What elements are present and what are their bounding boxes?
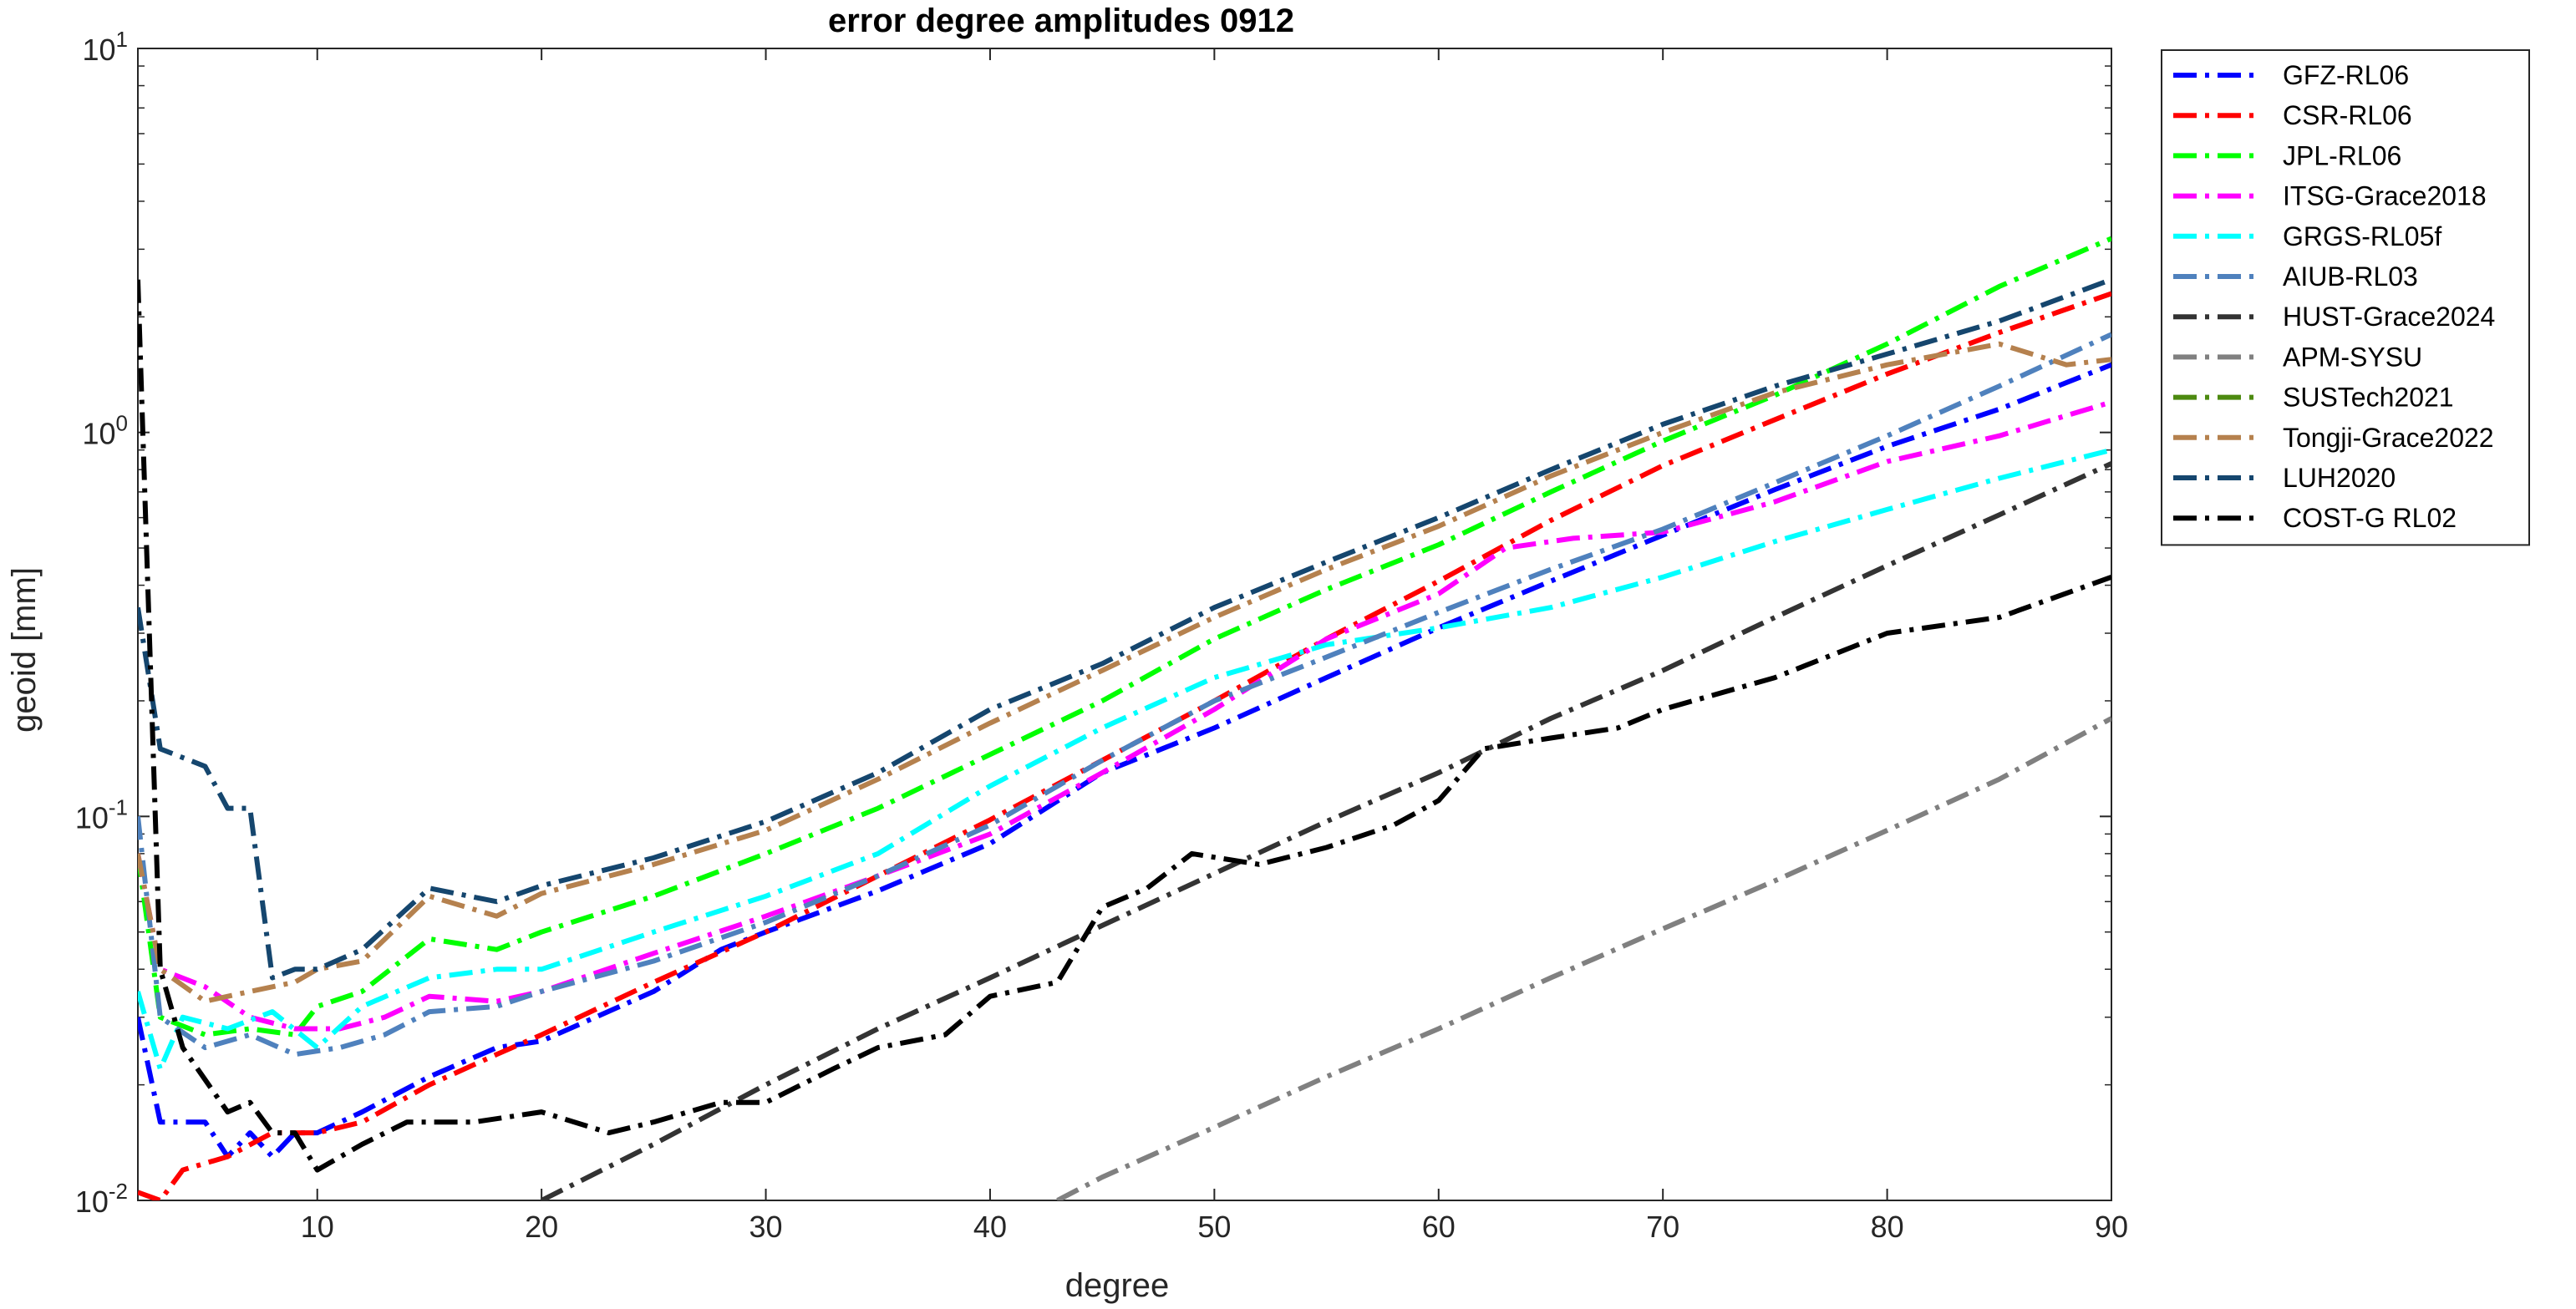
y-axis-label: geoid [mm] <box>6 567 43 733</box>
legend-label: AIUB-RL03 <box>2283 261 2418 292</box>
axes-box <box>137 48 2112 1201</box>
x-tick-label: 90 <box>2095 1210 2128 1244</box>
plot-area: 10 20 30 40 50 60 70 80 90 101 100 10-1 10-2 <box>75 27 2128 1244</box>
series-line-tongji-grace2022 <box>138 341 2111 1004</box>
x-tick-label: 40 <box>973 1210 1007 1244</box>
series-group <box>138 236 2111 1200</box>
series-line-grgs-rl05f <box>138 447 2111 1072</box>
x-tick-label: 50 <box>1197 1210 1231 1244</box>
x-tick-label: 70 <box>1646 1210 1679 1244</box>
x-tick-label: 20 <box>525 1210 558 1244</box>
series-line-jpl-rl06 <box>138 236 2111 1038</box>
x-tick-label: 30 <box>749 1210 783 1244</box>
chart-title: error degree amplitudes 0912 <box>828 3 1294 39</box>
legend-label: CSR-RL06 <box>2283 100 2412 130</box>
legend-label: GFZ-RL06 <box>2283 60 2409 90</box>
legend-label: Tongji-Grace2022 <box>2283 423 2494 453</box>
legend-label: APM-SYSU <box>2283 342 2422 372</box>
legend-label: COST-G RL02 <box>2283 503 2457 533</box>
y-tick-label: 100 <box>82 411 128 451</box>
legend-label: SUSTech2021 <box>2283 383 2454 413</box>
series-line-csr-rl06 <box>138 291 2111 1200</box>
x-axis-label: degree <box>1065 1267 1170 1304</box>
y-tick-label: 10-1 <box>75 794 128 835</box>
series-line-aiub-rl03 <box>138 332 2111 1058</box>
series-line-cost-g-rl02 <box>138 279 2111 1173</box>
x-tick-label: 80 <box>1871 1210 1904 1244</box>
x-tick-label: 60 <box>1422 1210 1456 1244</box>
legend-label: LUH2020 <box>2283 463 2396 493</box>
legend-label: ITSG-Grace2018 <box>2283 181 2487 211</box>
series-line-apm-sysu <box>1056 716 2111 1200</box>
legend-box <box>2161 49 2530 546</box>
legend: GFZ-RL06 CSR-RL06 JPL-RL06 ITSG-Grace2018 GR… <box>2161 49 2530 546</box>
series-line-hust-grace2024 <box>540 461 2111 1200</box>
legend-label: JPL-RL06 <box>2283 140 2401 170</box>
series-line-gfz-rl06 <box>138 362 2111 1159</box>
y-tick-label: 101 <box>82 27 128 67</box>
legend-label: HUST-Grace2024 <box>2283 302 2495 332</box>
x-tick-label: 10 <box>301 1210 334 1244</box>
legend-label: GRGS-RL05f <box>2283 221 2441 251</box>
y-tick-label: 10-2 <box>75 1179 128 1219</box>
